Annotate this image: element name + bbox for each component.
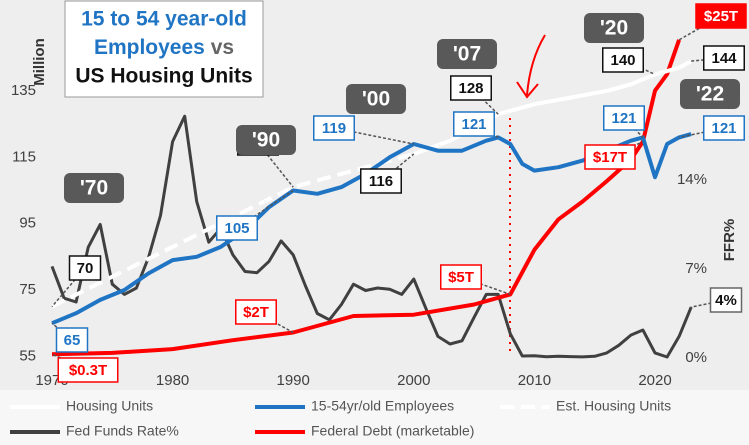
data-label: 144 <box>711 50 737 67</box>
year-tag <box>64 173 124 203</box>
label-box <box>360 168 402 194</box>
label-box <box>216 215 258 241</box>
data-label: 121 <box>711 120 736 137</box>
data-label: 121 <box>611 110 636 127</box>
data-label: 105 <box>224 220 249 237</box>
label-box <box>584 144 636 170</box>
year-tag <box>236 125 296 155</box>
hand-arrow <box>516 34 546 99</box>
legend-label: Est. Housing Units <box>556 398 671 414</box>
label-box <box>709 287 743 313</box>
legend-background <box>0 390 749 445</box>
label-box <box>602 47 644 73</box>
legend-label: Fed Funds Rate% <box>66 423 179 439</box>
series-line <box>51 132 692 326</box>
label-box <box>703 45 745 71</box>
label-arrow <box>678 15 722 41</box>
y2-tick-label: 7% <box>685 260 707 277</box>
title-part: Employees <box>94 36 205 59</box>
label-box <box>55 327 89 353</box>
y-axis-label: Million <box>31 38 48 86</box>
label-arrow <box>257 142 294 188</box>
year-tag-label: '22 <box>696 83 724 106</box>
label-box <box>68 255 102 281</box>
year-tag <box>437 39 497 69</box>
data-label: 140 <box>610 52 635 69</box>
x-tick-label: 1980 <box>156 372 189 389</box>
data-label: 65 <box>64 332 81 349</box>
data-label: $25T <box>704 8 738 25</box>
label-arrow <box>51 322 73 341</box>
y-tick-label: 95 <box>19 215 36 232</box>
data-label: 116 <box>369 173 393 190</box>
title-line: 15 to 54 year-old <box>81 8 247 31</box>
x-tick-label: 2000 <box>397 372 430 389</box>
label-arrow <box>623 117 644 138</box>
label-box <box>235 299 277 325</box>
year-tag-label: '00 <box>362 88 390 111</box>
label-box <box>603 105 645 131</box>
legend-label: Housing Units <box>66 398 153 414</box>
x-tick-label: 2020 <box>638 372 671 389</box>
data-label: 128 <box>458 80 483 97</box>
label-box <box>695 3 747 29</box>
year-tag-label: '20 <box>600 17 628 40</box>
label-box <box>450 75 492 101</box>
year-tag <box>584 13 644 43</box>
y-tick-label: 135 <box>11 82 36 99</box>
legend-label: 15-54yr/old Employees <box>311 398 454 414</box>
data-label: 70 <box>77 260 94 277</box>
year-tag <box>680 79 740 109</box>
x-tick-label: 1990 <box>277 372 310 389</box>
series-line <box>51 39 681 357</box>
title-part: vs <box>211 36 234 59</box>
label-box <box>703 115 745 141</box>
data-label: 119 <box>322 120 346 137</box>
x-tick-label: 2010 <box>518 372 551 389</box>
data-label: $0.3T <box>69 362 107 379</box>
y-tick-label: 115 <box>12 148 36 165</box>
data-label: $5T <box>448 269 474 286</box>
title-line: Employees vs <box>94 36 234 59</box>
year-tag-label: '07 <box>453 43 481 66</box>
year-tag-label: '70 <box>80 177 108 200</box>
series-line <box>50 114 693 359</box>
title-box <box>64 0 264 98</box>
data-label: 121 <box>461 116 486 133</box>
y2-axis-label: FFR% <box>721 219 738 262</box>
data-label: $17T <box>593 149 627 166</box>
label-box <box>453 111 495 137</box>
data-label: $2T <box>243 304 269 321</box>
y2-tick-label: 0% <box>685 349 707 366</box>
year-tag <box>346 84 406 114</box>
label-arrow <box>460 276 511 296</box>
y-tick-label: 55 <box>19 347 36 364</box>
label-box <box>313 115 355 141</box>
y-tick-label: 75 <box>19 281 36 298</box>
y2-tick-label: 14% <box>677 171 707 188</box>
title-line: US Housing Units <box>75 65 252 88</box>
label-box <box>57 357 119 383</box>
data-label: 4% <box>715 292 737 309</box>
label-arrow <box>51 267 86 308</box>
legend-label: Federal Debt (marketable) <box>311 423 474 439</box>
label-arrow <box>333 127 414 145</box>
label-box <box>440 264 482 290</box>
year-tag-label: '90 <box>252 129 280 152</box>
